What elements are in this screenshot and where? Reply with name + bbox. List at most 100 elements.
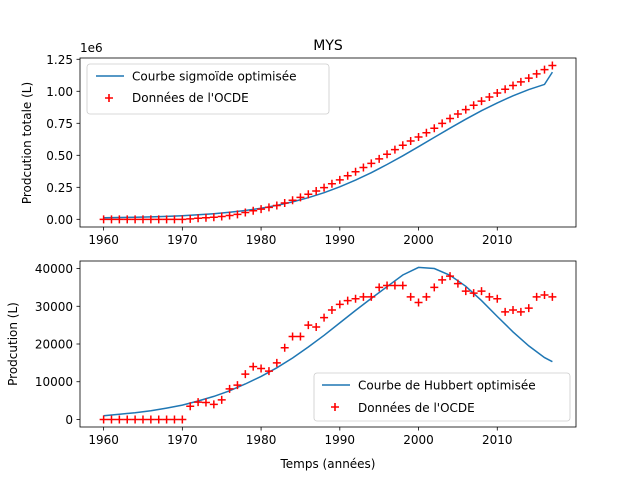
data-point-marker [343,296,352,305]
data-point-marker [367,159,376,168]
data-point-marker [272,358,281,367]
data-point-marker [532,292,541,301]
x-tick-label: 1990 [325,233,356,247]
data-point-marker [217,395,226,404]
data-point-marker [406,136,415,145]
data-point-marker [296,332,305,341]
top-chart: MYS 1e6 Prodcution totale (L) 1960 1970 19… [20,38,577,247]
data-point-marker [390,145,399,154]
legend: Courbe de Hubbert optimisée Données de l… [313,372,571,422]
data-point-marker [375,283,384,292]
data-point-marker [257,205,266,214]
data-point-marker [351,167,360,176]
data-point-marker [170,415,179,424]
data-point-marker [138,215,147,224]
data-point-marker [485,292,494,301]
data-point-marker [509,81,518,90]
data-point-marker [162,415,171,424]
data-point-marker [516,307,525,316]
data-point-marker [406,292,415,301]
legend-box [313,372,571,422]
data-point-marker [390,281,399,290]
chart-title: MYS [313,38,343,54]
data-point-marker [320,313,329,322]
data-point-marker [162,215,171,224]
data-point-marker [107,415,116,424]
y-tick-label: 0.50 [46,149,73,163]
data-point-marker [146,415,155,424]
data-point-marker [123,415,132,424]
tick-layer: 1960 1970 1980 1990 2000 2010 0.00 0.25 0.50 0.75… [46,53,512,247]
x-tick-label: 1990 [325,433,356,447]
data-point-marker [438,119,447,128]
axes-frame [79,57,577,228]
y-tick-label: 0 [65,413,73,427]
data-point-marker [257,364,266,373]
data-point-marker [367,292,376,301]
x-tick-label: 1970 [167,233,198,247]
data-point-marker [241,370,250,379]
data-point-marker [209,400,218,409]
y-tick-label: 30000 [35,300,73,314]
data-point-marker [516,77,525,86]
legend-label-line: Courbe sigmoïde optimisée [132,70,297,84]
data-point-marker [201,398,210,407]
tick-layer: 1960 1970 1980 1990 2000 2010 0 10000 20000 30000… [35,262,513,447]
data-point-marker [320,183,329,192]
data-point-marker [446,114,455,123]
x-tick-label: 1960 [88,433,119,447]
y-tick-label: 0.00 [46,213,73,227]
y-tick-label: 10000 [35,375,73,389]
data-point-marker [131,415,140,424]
data-point-marker [438,275,447,284]
data-point-marker [99,415,108,424]
data-point-marker [485,93,494,102]
data-point-marker [422,292,431,301]
data-point-marker [548,61,557,70]
fitted-curve-line [103,266,553,417]
data-point-marker [225,211,234,220]
data-point-marker [146,215,155,224]
y-tick-label: 20000 [35,338,73,352]
data-point-marker [335,175,344,184]
data-point-marker [249,206,258,215]
data-point-marker [383,281,392,290]
data-point-marker [414,132,423,141]
data-point-marker [540,290,549,299]
data-point-marker [509,306,518,315]
data-point-marker [398,281,407,290]
data-point-marker [272,201,281,210]
x-tick-label: 2010 [482,233,513,247]
data-point-marker [343,171,352,180]
data-point-marker [327,179,336,188]
data-point-marker [178,215,187,224]
data-point-marker [422,128,431,137]
x-tick-label: 1980 [246,433,277,447]
data-point-marker [532,69,541,78]
data-point-marker [398,141,407,150]
legend: Courbe sigmoïde optimisée Données de l'O… [86,63,330,115]
data-point-marker [335,300,344,309]
data-point-marker [469,289,478,298]
x-tick-label: 1970 [167,433,198,447]
data-point-marker [461,287,470,296]
data-point-marker [233,381,242,390]
data-point-marker [414,298,423,307]
data-point-marker [375,154,384,163]
y-tick-label: 0.25 [46,181,73,195]
y-axis-label: Prodcution (L) [6,302,20,386]
x-tick-label: 1980 [246,233,277,247]
data-point-marker [461,105,470,114]
data-point-marker [194,398,203,407]
data-point-marker [453,279,462,288]
data-point-marker [383,150,392,159]
legend-label-line: Courbe de Hubbert optimisée [358,379,536,393]
data-point-marker [524,304,533,313]
data-point-marker [154,415,163,424]
x-tick-label: 1960 [88,233,119,247]
data-point-marker [201,213,210,222]
data-point-marker [186,402,195,411]
data-point-marker [359,292,368,301]
data-point-marker [225,384,234,393]
